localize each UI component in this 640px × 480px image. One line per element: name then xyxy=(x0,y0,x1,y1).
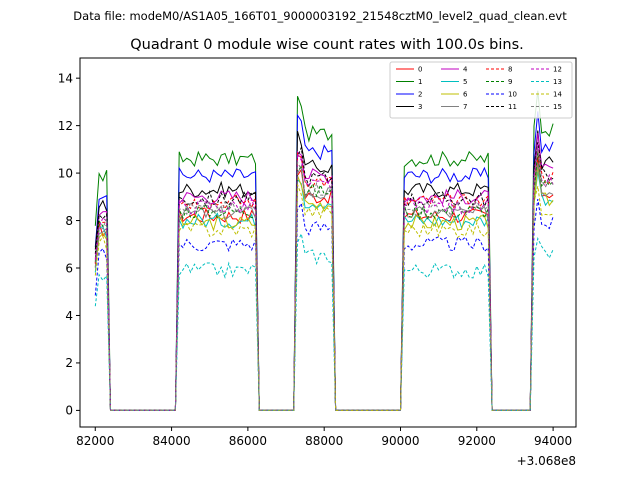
series-line-0 xyxy=(94,156,554,411)
legend-label: 13 xyxy=(553,78,562,86)
y-tick-label: 10 xyxy=(58,166,73,180)
series-line-6 xyxy=(94,166,554,411)
legend-label: 14 xyxy=(553,91,562,99)
legend-label: 5 xyxy=(463,78,467,86)
legend-label: 9 xyxy=(508,78,512,86)
x-tick-label: 92000 xyxy=(458,434,496,448)
y-tick-label: 12 xyxy=(58,119,73,133)
series-line-4 xyxy=(94,133,554,411)
chart-title: Quadrant 0 module wise count rates with … xyxy=(130,37,524,53)
series-line-11 xyxy=(94,142,554,411)
y-tick-label: 0 xyxy=(65,404,73,418)
y-tick-label: 14 xyxy=(58,71,73,85)
x-tick-label: 82000 xyxy=(76,434,114,448)
legend-label: 12 xyxy=(553,66,562,74)
legend-label: 2 xyxy=(418,91,422,99)
series-line-10 xyxy=(94,199,554,411)
legend-label: 15 xyxy=(553,103,562,111)
plot-frame xyxy=(79,57,577,428)
x-tick-label: 94000 xyxy=(534,434,572,448)
legend-label: 0 xyxy=(418,66,422,74)
series-line-8 xyxy=(94,151,554,411)
legend-label: 8 xyxy=(508,66,512,74)
x-tick-label: 90000 xyxy=(381,434,419,448)
legend-label: 1 xyxy=(418,78,422,86)
legend-label: 11 xyxy=(508,103,517,111)
series-line-1 xyxy=(94,90,554,411)
x-tick-label: 88000 xyxy=(305,434,343,448)
legend-label: 4 xyxy=(463,66,468,74)
x-tick-label: 84000 xyxy=(152,434,190,448)
y-tick-label: 4 xyxy=(65,309,73,323)
y-tick-label: 8 xyxy=(65,214,73,228)
legend-label: 7 xyxy=(463,103,467,111)
legend-label: 10 xyxy=(508,91,517,99)
series-line-2 xyxy=(94,111,554,411)
legend-label: 6 xyxy=(463,91,468,99)
legend-label: 3 xyxy=(418,103,422,111)
y-axis: 0 2 4 6 8 10 12 14 xyxy=(58,71,80,418)
x-offset-label: +3.068e8 xyxy=(517,454,576,468)
x-axis: 82000 84000 86000 88000 90000 92000 94000 xyxy=(76,427,572,448)
x-tick-label: 86000 xyxy=(229,434,267,448)
series-layer xyxy=(94,90,554,411)
series-line-12 xyxy=(94,144,554,411)
y-tick-label: 6 xyxy=(65,261,73,275)
y-tick-label: 2 xyxy=(65,356,73,370)
suptitle: Data file: modeM0/AS1A05_166T01_90000031… xyxy=(73,9,567,23)
legend-box xyxy=(389,61,573,119)
series-line-13 xyxy=(94,232,554,411)
series-line-14 xyxy=(94,184,554,411)
series-line-15 xyxy=(94,147,554,411)
